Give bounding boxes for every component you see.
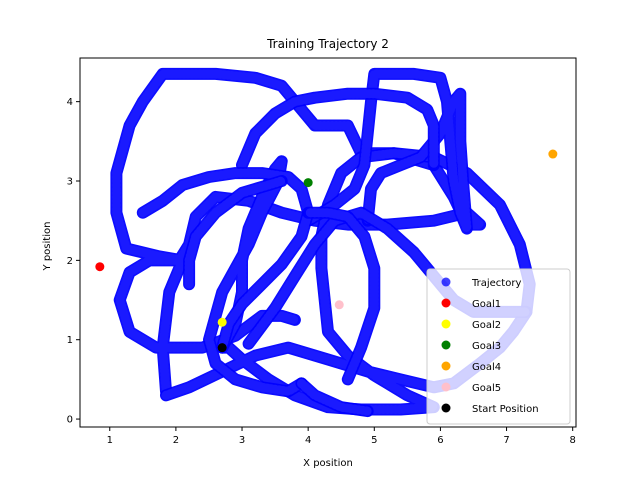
x-tick-label-2: 2	[173, 435, 179, 446]
y-tick-label-1: 1	[67, 335, 73, 346]
goal3-point	[304, 178, 313, 187]
goal2-point	[218, 318, 227, 327]
legend-label-goal5: Goal5	[472, 383, 501, 394]
x-tick-label-1: 1	[107, 435, 113, 446]
goal4-point	[548, 150, 557, 159]
x-tick-label-6: 6	[437, 435, 443, 446]
x-tick-label-3: 3	[239, 435, 245, 446]
y-tick-label-3: 3	[67, 177, 73, 188]
x-tick-label-4: 4	[305, 435, 311, 446]
legend-label-goal4: Goal4	[472, 362, 501, 373]
y-axis-label: Y position	[42, 222, 53, 272]
x-tick-label-8: 8	[570, 435, 576, 446]
legend-marker-goal3	[442, 341, 451, 350]
legend-marker-trajectory	[442, 278, 451, 287]
y-tick-label-4: 4	[67, 97, 73, 108]
legend-label-start-position: Start Position	[472, 404, 539, 415]
chart-title: Training Trajectory 2	[266, 37, 389, 51]
legend-label-goal2: Goal2	[472, 320, 501, 331]
x-tick-label-5: 5	[371, 435, 377, 446]
y-tick-label-0: 0	[67, 415, 73, 426]
x-axis-label: X position	[303, 458, 353, 469]
legend-label-trajectory: Trajectory	[471, 278, 521, 289]
legend-label-goal1: Goal1	[472, 299, 501, 310]
legend: Trajectory Goal1 Goal2 Goal3 Goal4 Goal5 Start…	[427, 269, 570, 424]
goal5-point	[335, 300, 344, 309]
legend-marker-start-position	[442, 404, 451, 413]
legend-marker-goal1	[442, 299, 451, 308]
goal1-point	[95, 262, 104, 271]
legend-marker-goal2	[442, 320, 451, 329]
x-tick-label-7: 7	[503, 435, 509, 446]
start-position-point	[218, 343, 227, 352]
y-tick-label-2: 2	[67, 256, 73, 267]
legend-marker-goal5	[442, 383, 451, 392]
legend-label-goal3: Goal3	[472, 341, 501, 352]
legend-marker-goal4	[442, 362, 451, 371]
